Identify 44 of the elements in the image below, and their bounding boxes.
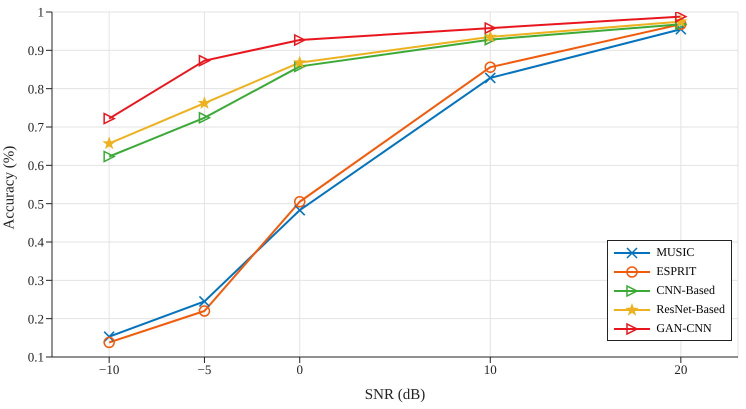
point	[484, 22, 496, 34]
legend-label: ResNet-Based	[656, 302, 725, 317]
y-tick-label: 0.1	[28, 350, 44, 365]
point	[103, 330, 115, 342]
y-tick-label: 1	[38, 4, 44, 20]
point	[103, 137, 115, 148]
point	[198, 54, 210, 66]
y-tick-label: 0.2	[28, 311, 44, 326]
point	[198, 296, 210, 308]
point	[103, 112, 115, 124]
x-tick-label: 20	[674, 362, 688, 378]
y-tick-label: 0.5	[28, 196, 44, 212]
point	[198, 112, 210, 124]
point	[484, 30, 496, 42]
legend-label: CNN-Based	[656, 283, 716, 298]
y-tick-label: 0.6	[28, 158, 44, 173]
y-axis-title: Accuracy (%)	[1, 146, 18, 230]
x-axis-title: SNR (dB)	[364, 387, 426, 403]
x-tick-label: −10	[98, 362, 120, 378]
point	[675, 24, 687, 35]
point	[198, 305, 210, 317]
point	[294, 196, 306, 208]
point	[198, 97, 210, 108]
point	[103, 150, 115, 162]
point	[484, 34, 496, 46]
y-tick-label: 0.8	[28, 81, 44, 96]
point	[675, 12, 687, 22]
point	[103, 336, 115, 348]
y-tick-label: 0.9	[28, 42, 44, 58]
x-tick-label: −5	[198, 362, 212, 378]
legend-label: ESPRIT	[656, 264, 696, 279]
point	[294, 34, 306, 46]
legend-label: GAN-CNN	[656, 321, 712, 336]
y-tick-label: 0.3	[28, 272, 44, 288]
point	[484, 72, 496, 84]
point	[484, 61, 496, 73]
x-tick-label: 10	[484, 362, 497, 378]
legend-label: MUSIC	[656, 245, 694, 260]
y-tick-label: 0.7	[28, 120, 44, 135]
point	[294, 204, 306, 216]
x-tick-label: 0	[296, 362, 303, 378]
point	[294, 60, 306, 72]
y-tick-label: 0.4	[28, 234, 44, 250]
point	[294, 56, 306, 68]
